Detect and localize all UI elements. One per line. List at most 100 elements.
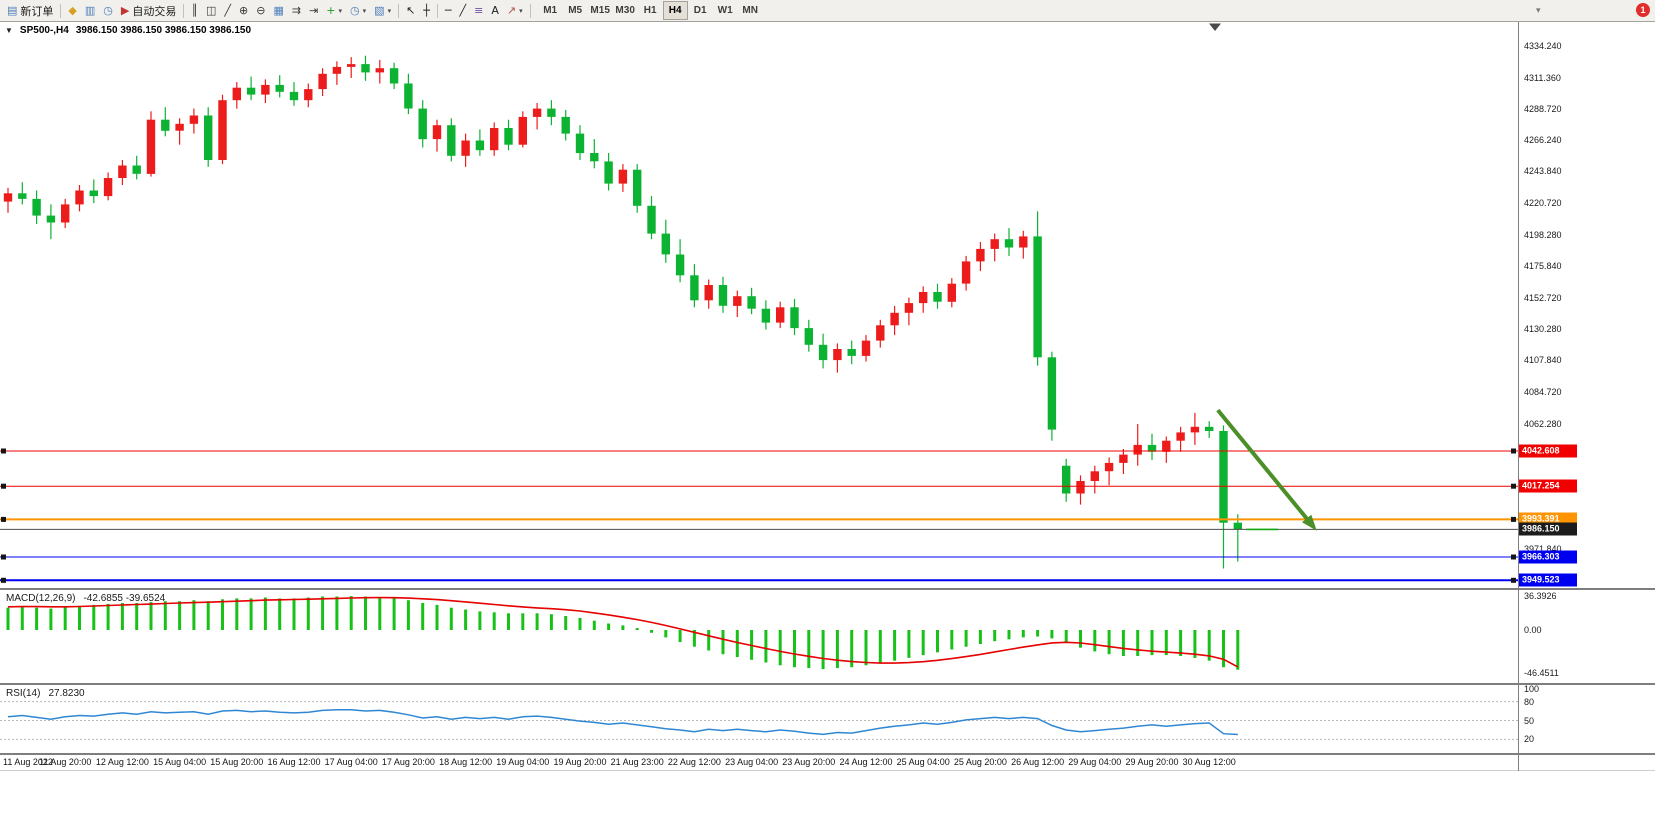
candle-body — [504, 128, 513, 145]
candle-body — [161, 119, 170, 131]
candle-body — [361, 64, 370, 73]
chart-shift-button[interactable]: ⇥ — [305, 2, 322, 20]
time-axis-label: 25 Aug 20:00 — [953, 757, 1007, 767]
tile-windows-icon: ▦ — [273, 4, 284, 17]
timeframe-m30-button[interactable]: M30 — [615, 5, 635, 16]
timeframe-h4-button[interactable]: H4 — [662, 1, 688, 20]
main-macd-separator[interactable] — [0, 588, 1655, 590]
candle-body — [1090, 471, 1099, 481]
chart-shift-marker[interactable] — [1209, 23, 1221, 32]
line-handle[interactable] — [1511, 516, 1516, 522]
time-axis-label: 29 Aug 20:00 — [1125, 757, 1179, 767]
line-handle[interactable] — [1, 483, 6, 489]
trendline-button[interactable]: ╱ — [456, 2, 471, 20]
candle-body — [46, 215, 56, 223]
terminal-button[interactable]: ▥ — [81, 2, 99, 20]
line-handle[interactable] — [1511, 577, 1516, 583]
timeframe-h1-button[interactable]: H1 — [643, 5, 657, 16]
candle-body — [776, 307, 785, 323]
trendline-icon: ╱ — [459, 4, 467, 17]
arrows-button[interactable]: ↗ ▾ — [503, 2, 527, 20]
chart-symbol-period: SP500-,H4 — [19, 25, 69, 36]
price-axis-tick: 4175.840 — [1524, 260, 1562, 271]
text-button[interactable]: A — [487, 2, 503, 20]
timeframe-mn-button[interactable]: MN — [742, 5, 758, 16]
timeframe-toolbar: M1 M5 M15 M30 H1 H4 D1 W1 MN — [538, 1, 763, 20]
candle-body — [947, 283, 956, 302]
candle-body — [561, 116, 570, 134]
time-axis-label: 11 Aug 2022 — [3, 757, 53, 767]
hline-price-badge: 3949.523 — [1519, 573, 1577, 587]
price-axis-tick: 4062.280 — [1524, 418, 1562, 429]
candlestick-chart-icon: ◫ — [205, 4, 217, 17]
macd-rsi-separator[interactable] — [0, 683, 1655, 685]
trend-arrow[interactable] — [1216, 408, 1317, 531]
candle-body — [1147, 444, 1157, 452]
horizontal-line-button[interactable]: ─ — [441, 2, 456, 20]
time-axis-label: 12 Aug 12:00 — [95, 757, 149, 767]
line-handle[interactable] — [1511, 483, 1516, 489]
line-chart-button[interactable]: ╱ — [220, 2, 235, 20]
periods-icon: ◷ — [350, 4, 360, 17]
line-handle[interactable] — [1, 577, 6, 583]
candle-body — [1233, 522, 1242, 530]
candle-body — [146, 119, 156, 174]
candle-body — [1176, 432, 1185, 441]
candle-body — [590, 153, 599, 162]
timeframe-m15-button[interactable]: M15 — [590, 5, 610, 16]
notification-badge[interactable]: 1 — [1636, 3, 1650, 17]
chart-bottom-border — [0, 770, 1655, 771]
bar-chart-button[interactable]: ║ — [187, 2, 202, 20]
zoom-out-button[interactable]: ⊖ — [252, 2, 269, 20]
price-axis-tick: 4243.840 — [1524, 166, 1562, 177]
fibonacci-button[interactable]: ≡ — [470, 2, 487, 20]
toolbar-separator — [398, 3, 400, 18]
timeframe-m5-button[interactable]: M5 — [568, 5, 583, 16]
periods-button[interactable]: ◷ ▾ — [346, 2, 370, 20]
candle-body — [1076, 481, 1085, 494]
cursor-button[interactable]: ↖ — [402, 2, 419, 20]
line-handle[interactable] — [1, 448, 6, 454]
candle-body — [318, 73, 327, 90]
templates-button[interactable]: ▧ ▾ — [370, 2, 395, 20]
toolbar-separator — [60, 3, 62, 18]
candle-body — [1219, 431, 1228, 523]
metaeditor-button[interactable]: ◆ — [64, 2, 80, 20]
hline-price-badge: 3993.391 — [1519, 512, 1577, 526]
timeframe-d1-button[interactable]: D1 — [693, 5, 707, 16]
indicators-button[interactable]: + ▾ — [322, 2, 346, 20]
candle-body — [618, 169, 628, 184]
one-click-trading-toggle[interactable]: ▼ — [5, 26, 13, 35]
tile-windows-button[interactable]: ▦ — [269, 2, 287, 20]
candle-body — [389, 68, 399, 84]
autotrading-button-label: 自动交易 — [132, 5, 177, 18]
timeframe-w1-button[interactable]: W1 — [717, 5, 733, 16]
auto-scroll-button[interactable]: ⇉ — [288, 2, 305, 20]
toolbar-overflow-button[interactable]: ▾ — [1536, 5, 1541, 15]
candle-body — [818, 344, 828, 361]
new-order-button[interactable]: ▤ 新订单 — [3, 2, 57, 20]
hline-price-badge: 3966.303 — [1519, 550, 1577, 564]
candle-body — [890, 312, 899, 326]
line-handle[interactable] — [1511, 554, 1516, 560]
horizontal-line-icon: ─ — [444, 4, 452, 17]
time-axis-label: 23 Aug 04:00 — [725, 757, 779, 767]
candlestick-chart-button[interactable]: ◫ — [202, 2, 220, 20]
hline-price-badge: 4017.254 — [1519, 479, 1577, 493]
zoom-in-button[interactable]: ⊕ — [235, 2, 252, 20]
candle-body — [232, 87, 241, 101]
line-handle[interactable] — [1, 554, 6, 560]
crosshair-button[interactable]: ┼ — [419, 2, 434, 20]
line-handle[interactable] — [1, 516, 6, 522]
candle-body — [661, 233, 670, 255]
price-axis-tick: 4084.720 — [1524, 387, 1562, 398]
autotrading-button[interactable]: ▶ 自动交易 — [117, 2, 180, 20]
candle-body — [690, 275, 699, 301]
candle-body — [432, 125, 442, 140]
candle-body — [675, 254, 685, 276]
line-handle[interactable] — [1511, 448, 1516, 454]
history-center-button[interactable]: ◷ — [99, 2, 117, 20]
timeframe-m1-button[interactable]: M1 — [543, 5, 558, 16]
candle-body — [847, 349, 856, 356]
